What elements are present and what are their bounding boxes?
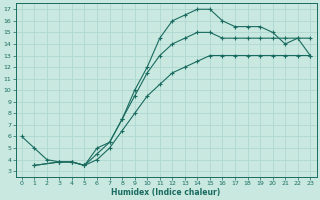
X-axis label: Humidex (Indice chaleur): Humidex (Indice chaleur) [111, 188, 221, 197]
